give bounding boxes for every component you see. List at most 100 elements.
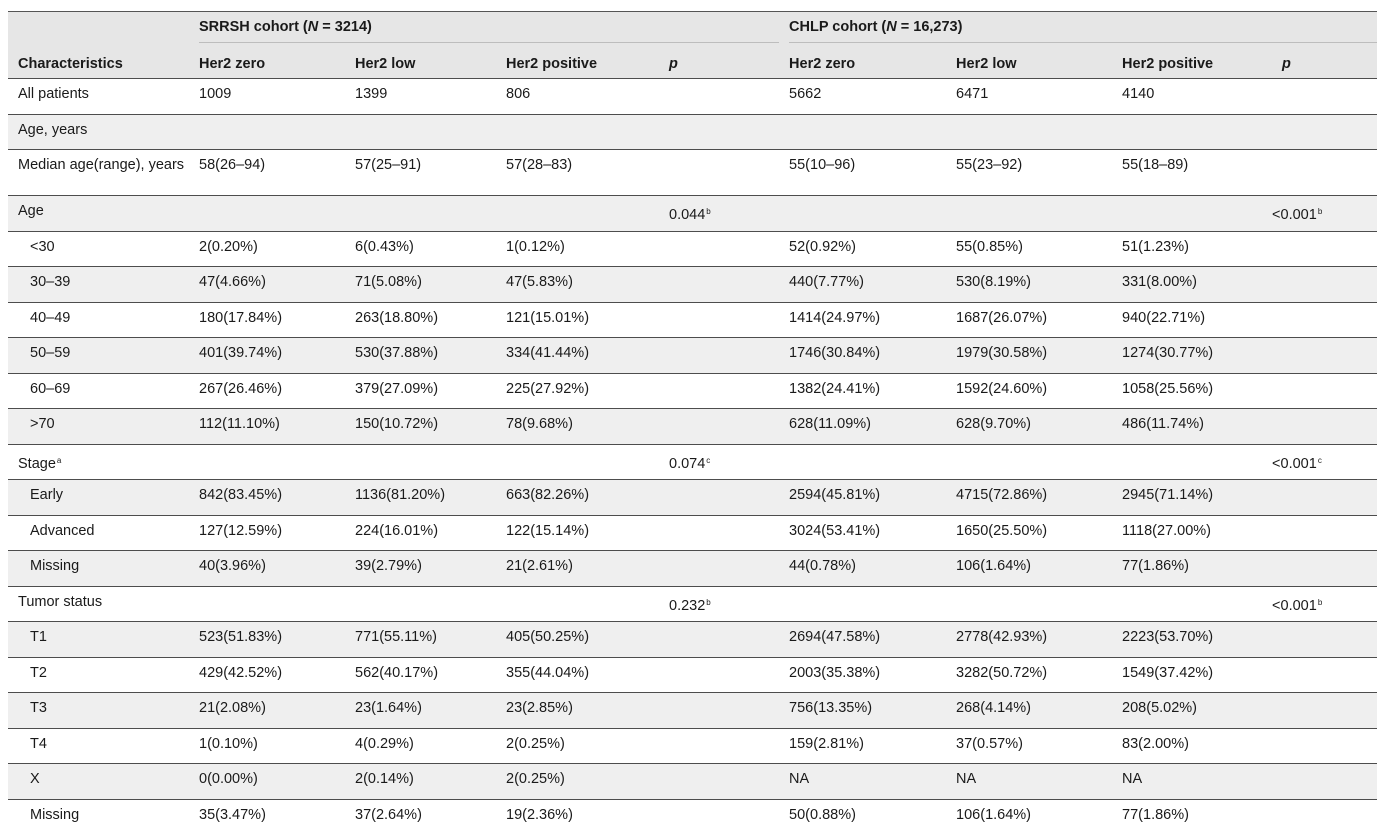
- row-label-text: T1: [30, 629, 47, 645]
- value-cell: 5662: [779, 78, 947, 114]
- row-label: 50–59: [8, 337, 189, 373]
- value-cell: 2778(42.93%): [946, 621, 1113, 657]
- cell-value: 23(1.64%): [355, 700, 422, 716]
- value-cell: [189, 443, 345, 480]
- p-value-cell: [1272, 692, 1378, 728]
- row-label: X: [8, 763, 189, 799]
- cell-value: 55(10–96): [789, 157, 856, 173]
- value-cell: 106(1.64%): [946, 550, 1113, 586]
- cell-value: 21(2.08%): [199, 700, 266, 716]
- value-cell: [779, 585, 947, 622]
- value-cell: 2(0.14%): [345, 763, 496, 799]
- row-label: T3: [8, 692, 189, 728]
- cell-value: 530(8.19%): [956, 274, 1032, 290]
- value-cell: 2594(45.81%): [779, 479, 947, 515]
- value-cell: [345, 585, 496, 622]
- p-value-cell: [659, 266, 780, 302]
- group-n-symbol: N: [886, 19, 897, 35]
- value-cell: 23(2.85%): [496, 692, 659, 728]
- p-value-cell: [659, 301, 780, 338]
- cell-value: 47(4.66%): [199, 274, 266, 290]
- cell-value: 58(26–94): [199, 157, 266, 173]
- value-cell: 1(0.12%): [496, 230, 659, 267]
- p-value: 0.232: [669, 597, 706, 614]
- value-cell: 429(42.52%): [189, 656, 345, 693]
- p-value-cell: [659, 479, 780, 515]
- cell-value: 1746(30.84%): [789, 345, 881, 361]
- value-cell: 2(0.25%): [496, 727, 659, 764]
- value-cell: 180(17.84%): [189, 301, 345, 338]
- value-cell: 71(5.08%): [345, 266, 496, 302]
- column-header: Her2 positive: [496, 50, 659, 79]
- p-value: 0.044: [669, 207, 706, 223]
- cell-value: 1118(27.00%): [1122, 522, 1211, 539]
- value-cell: [779, 113, 947, 150]
- cell-value: 1414(24.97%): [789, 309, 881, 326]
- row-label-text: X: [30, 771, 40, 787]
- p-value: <0.001: [1272, 597, 1317, 614]
- row-label-text: Age: [18, 203, 44, 219]
- p-value: <0.001: [1272, 207, 1317, 223]
- p-value-cell: <0.001c: [1272, 443, 1378, 480]
- cell-value: 71(5.08%): [355, 274, 422, 290]
- row-label-text: 30–39: [30, 274, 71, 290]
- value-cell: 6471: [946, 78, 1113, 114]
- value-cell: 2945(71.14%): [1112, 479, 1273, 515]
- row-label-text: T3: [30, 700, 47, 716]
- value-cell: 628(9.70%): [946, 408, 1113, 444]
- row-label-text: 40–49: [30, 309, 71, 326]
- value-cell: 1650(25.50%): [946, 514, 1113, 551]
- value-cell: [1112, 585, 1273, 622]
- cell-value: 39(2.79%): [355, 558, 422, 574]
- value-cell: 1274(30.77%): [1112, 337, 1273, 373]
- p-value-cell: [659, 372, 780, 409]
- value-cell: 44(0.78%): [779, 550, 947, 586]
- value-cell: 267(26.46%): [189, 372, 345, 409]
- cell-value: 1(0.10%): [199, 735, 258, 752]
- cell-value: 55(23–92): [956, 157, 1023, 173]
- cell-value: 112(11.10%): [199, 416, 280, 432]
- value-cell: 0(0.00%): [189, 763, 345, 799]
- value-cell: 401(39.74%): [189, 337, 345, 373]
- p-value-cell: [1272, 550, 1378, 586]
- p-value-cell: [1272, 266, 1378, 302]
- cell-value: 19(2.36%): [506, 806, 573, 823]
- cell-value: 44(0.78%): [789, 558, 856, 574]
- value-cell: 405(50.25%): [496, 621, 659, 657]
- value-cell: [189, 585, 345, 622]
- cell-value: 2(0.14%): [355, 771, 414, 787]
- cell-value: 405(50.25%): [506, 629, 590, 645]
- value-cell: 379(27.09%): [345, 372, 496, 409]
- value-cell: [946, 443, 1113, 480]
- row-label-text: Missing: [30, 558, 80, 574]
- table-row: >70 112(11.10%) 150(10.72%) 78(9.68%) 628(11…: [8, 408, 1378, 444]
- cell-value: 3024(53.41%): [789, 522, 881, 539]
- cell-value: 78(9.68%): [506, 416, 573, 432]
- value-cell: 112(11.10%): [189, 408, 345, 444]
- table-row: 50–59 401(39.74%) 530(37.88%) 334(41.44%) 17…: [8, 337, 1378, 373]
- cell-value: 2003(35.38%): [789, 664, 881, 681]
- row-label: T1: [8, 621, 189, 657]
- value-cell: 486(11.74%): [1112, 408, 1273, 444]
- p-value-cell: [1272, 372, 1378, 409]
- value-cell: 331(8.00%): [1112, 266, 1273, 302]
- cell-value: 663(82.26%): [506, 487, 590, 503]
- value-cell: 1009: [189, 78, 345, 114]
- table-row: All patients 1009 1399 806 5662 6471 4140: [8, 78, 1378, 114]
- cell-value: 6471: [956, 86, 989, 102]
- group-header-empty: [8, 11, 189, 50]
- cell-value: 6(0.43%): [355, 238, 414, 255]
- cell-value: 2694(47.58%): [789, 629, 881, 645]
- value-cell: 355(44.04%): [496, 656, 659, 693]
- p-value-cell: [1272, 514, 1378, 551]
- p-value-cell: [1272, 479, 1378, 515]
- p-value-cell: [659, 337, 780, 373]
- cell-value: 263(18.80%): [355, 309, 439, 326]
- cell-value: 331(8.00%): [1122, 274, 1198, 290]
- cell-value: 3282(50.72%): [956, 664, 1048, 681]
- row-label: <30: [8, 230, 189, 267]
- table-row: 30–39 47(4.66%) 71(5.08%) 47(5.83%) 440(7.77…: [8, 266, 1378, 302]
- table-row: Age, years: [8, 113, 1378, 150]
- cell-value: 4715(72.86%): [956, 487, 1048, 503]
- cell-value: 1399: [355, 86, 388, 102]
